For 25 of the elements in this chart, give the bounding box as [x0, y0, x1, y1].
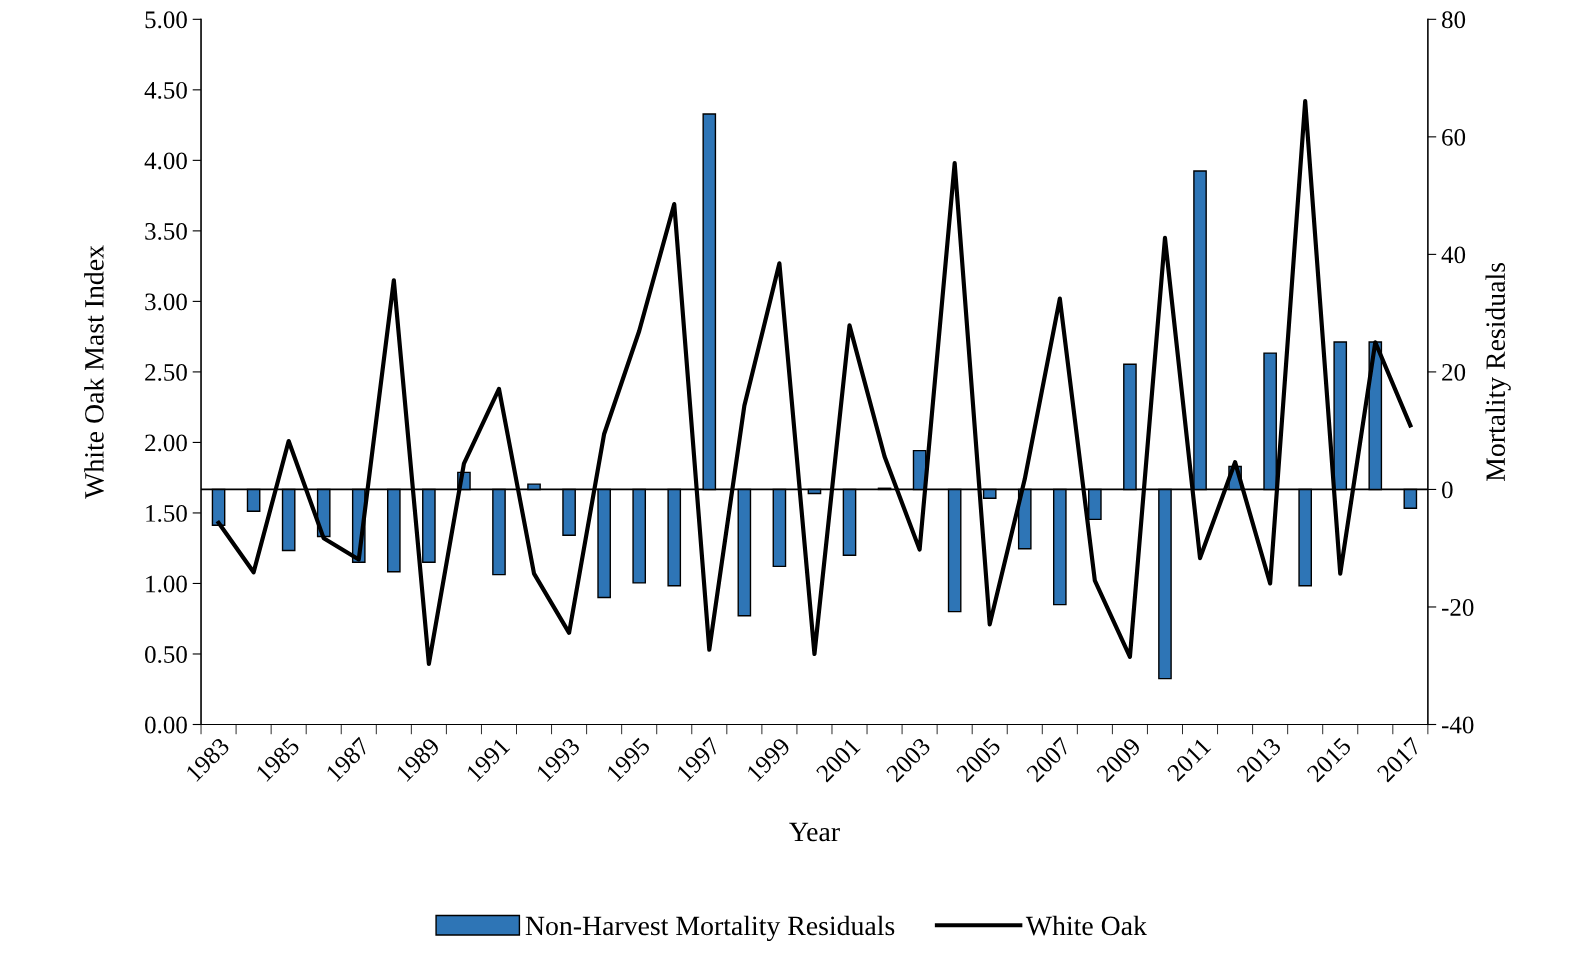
y-tick-label: 4.00	[144, 152, 187, 170]
y-tick-label: 5.00	[145, 11, 187, 29]
y2-tick-label: 0	[1442, 481, 1453, 499]
y2-tick-label: 80	[1442, 11, 1466, 29]
x-tick-label: 2011	[1166, 737, 1212, 782]
y-tick-label: 0.00	[145, 716, 187, 734]
y-tick-label: 0.50	[145, 646, 187, 664]
y-tick-label: 2.50	[145, 363, 187, 381]
x-tick-label: 1991	[465, 737, 511, 782]
y-tick-label: 1.00	[146, 575, 187, 593]
y-tick-label: 3.50	[145, 222, 187, 240]
legend-label: Non-Harvest Mortality Residuals	[525, 915, 895, 941]
y2-tick-label: 40	[1441, 246, 1466, 264]
y2-tick-label: 20	[1442, 363, 1466, 381]
legend-label: White Oak	[1025, 915, 1147, 936]
x-axis-title: Year	[789, 822, 840, 842]
y2-tick-label: -20	[1441, 599, 1474, 616]
y-axis-title: White Oak Mast Index	[84, 245, 104, 499]
y-tick-label: 3.00	[145, 293, 187, 311]
y2-axis-title: Mortality Residuals	[1485, 262, 1511, 482]
y-tick-label: 1.50	[146, 504, 187, 522]
y-tick-label: 4.50	[144, 81, 187, 99]
y2-tick-label: 60	[1442, 128, 1466, 146]
y2-tick-label: -40	[1441, 716, 1474, 734]
y-tick-label: 2.00	[145, 434, 187, 452]
